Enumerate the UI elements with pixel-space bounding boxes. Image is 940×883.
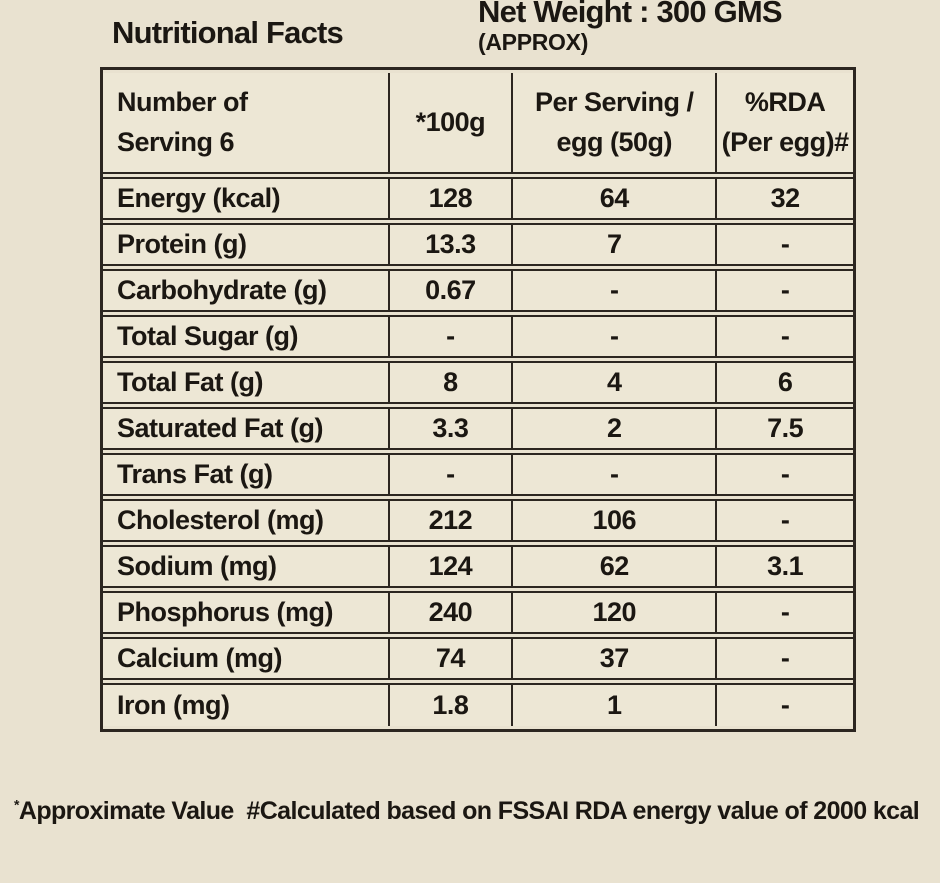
nutrient-value: 128	[389, 177, 514, 220]
table-row: Total Sugar (g) - - -	[103, 315, 853, 358]
nutrient-label: Sodium (mg)	[103, 545, 390, 588]
nutrient-value: 3.3	[389, 407, 514, 450]
nutrient-value: 4	[513, 361, 718, 404]
nutrient-value: 1.8	[389, 683, 514, 726]
nutrient-value: -	[717, 637, 853, 680]
nutrient-value: -	[717, 683, 853, 726]
footnote-asterisk-marker: *	[14, 796, 19, 813]
page-title: Nutritional Facts	[112, 15, 344, 50]
nutrient-value: 74	[389, 637, 514, 680]
table-row: Sodium (mg) 124 62 3.1	[103, 545, 853, 588]
nutrient-value: 32	[717, 177, 853, 220]
nutrient-value: 124	[389, 545, 514, 588]
header-rda-per-egg: %RDA (Per egg)#	[717, 73, 853, 174]
table-row: Cholesterol (mg) 212 106-	[103, 499, 853, 542]
nutrient-value: -	[717, 269, 853, 312]
nutrient-value: -	[717, 453, 853, 496]
nutrient-label: Calcium (mg)	[103, 637, 390, 680]
nutrient-value: -	[717, 499, 853, 542]
nutrient-value: -	[513, 453, 718, 496]
table-row: Protein (g) 13.3 7-	[103, 223, 853, 266]
table-row: Trans Fat (g) - - -	[103, 453, 853, 496]
nutrient-value: 212	[389, 499, 514, 542]
header-number-of-servings: Number of Serving 6	[103, 73, 390, 174]
nutrient-label: Energy (kcal)	[103, 177, 390, 220]
nutrition-table-grid: Number of Serving 6 *100g Per Serving / …	[103, 70, 853, 729]
nutrient-value: 2	[513, 407, 718, 450]
net-weight-text: Net Weight : 300 GMS	[478, 0, 783, 29]
nutrient-label: Iron (mg)	[103, 683, 390, 726]
nutrient-value: -	[717, 591, 853, 634]
header-per-serving-egg: Per Serving / egg (50g)	[513, 73, 718, 174]
table-header-row: Number of Serving 6 *100g Per Serving / …	[103, 73, 853, 174]
nutrient-value: 13.3	[389, 223, 514, 266]
nutrient-value: 6	[717, 361, 853, 404]
nutrient-label: Saturated Fat (g)	[103, 407, 390, 450]
nutrient-value: 7	[513, 223, 718, 266]
nutrient-value: 106	[513, 499, 718, 542]
nutrient-label: Total Sugar (g)	[103, 315, 390, 358]
nutrient-value: -	[717, 315, 853, 358]
table-row: Iron (mg) 1.8 1-	[103, 683, 853, 726]
nutrient-value: -	[389, 453, 514, 496]
nutrient-value: 8	[389, 361, 514, 404]
nutrient-value: -	[513, 315, 718, 358]
nutrient-label: Protein (g)	[103, 223, 390, 266]
nutrient-label: Cholesterol (mg)	[103, 499, 390, 542]
footnote-text: Approximate Value #Calculated based on F…	[18, 797, 920, 825]
nutrient-label: Total Fat (g)	[103, 361, 390, 404]
nutrient-value: -	[717, 223, 853, 266]
nutrient-value: 37	[513, 637, 718, 680]
nutrient-value: 0.67	[389, 269, 514, 312]
table-row: Saturated Fat (g) 3.3 2 7.5	[103, 407, 853, 450]
table-row: Phosphorus (mg) 240 120-	[103, 591, 853, 634]
nutrient-value: -	[389, 315, 514, 358]
nutrition-table: Number of Serving 6 *100g Per Serving / …	[100, 67, 856, 732]
net-weight-approx-note: (APPROX)	[478, 29, 589, 55]
footnote: *Approximate Value #Calculated based on …	[14, 797, 930, 826]
nutrient-value: 3.1	[717, 545, 853, 588]
nutrient-label: Phosphorus (mg)	[103, 591, 390, 634]
nutrient-value: 240	[389, 591, 514, 634]
table-row: Carbohydrate (g) 0.67- -	[103, 269, 853, 312]
nutrient-value: 64	[513, 177, 718, 220]
nutrient-value: -	[513, 269, 718, 312]
nutrient-value: 7.5	[717, 407, 853, 450]
table-row: Calcium (mg) 74 37-	[103, 637, 853, 680]
nutrient-label: Carbohydrate (g)	[103, 269, 390, 312]
nutrient-value: 120	[513, 591, 718, 634]
nutrient-value: 62	[513, 545, 718, 588]
nutrient-label: Trans Fat (g)	[103, 453, 390, 496]
nutrient-value: 1	[513, 683, 718, 726]
header-per-100g: *100g	[389, 73, 514, 174]
table-row: Total Fat (g) 8 4 6	[103, 361, 853, 404]
table-row: Energy (kcal) 128 64 32	[103, 177, 853, 220]
